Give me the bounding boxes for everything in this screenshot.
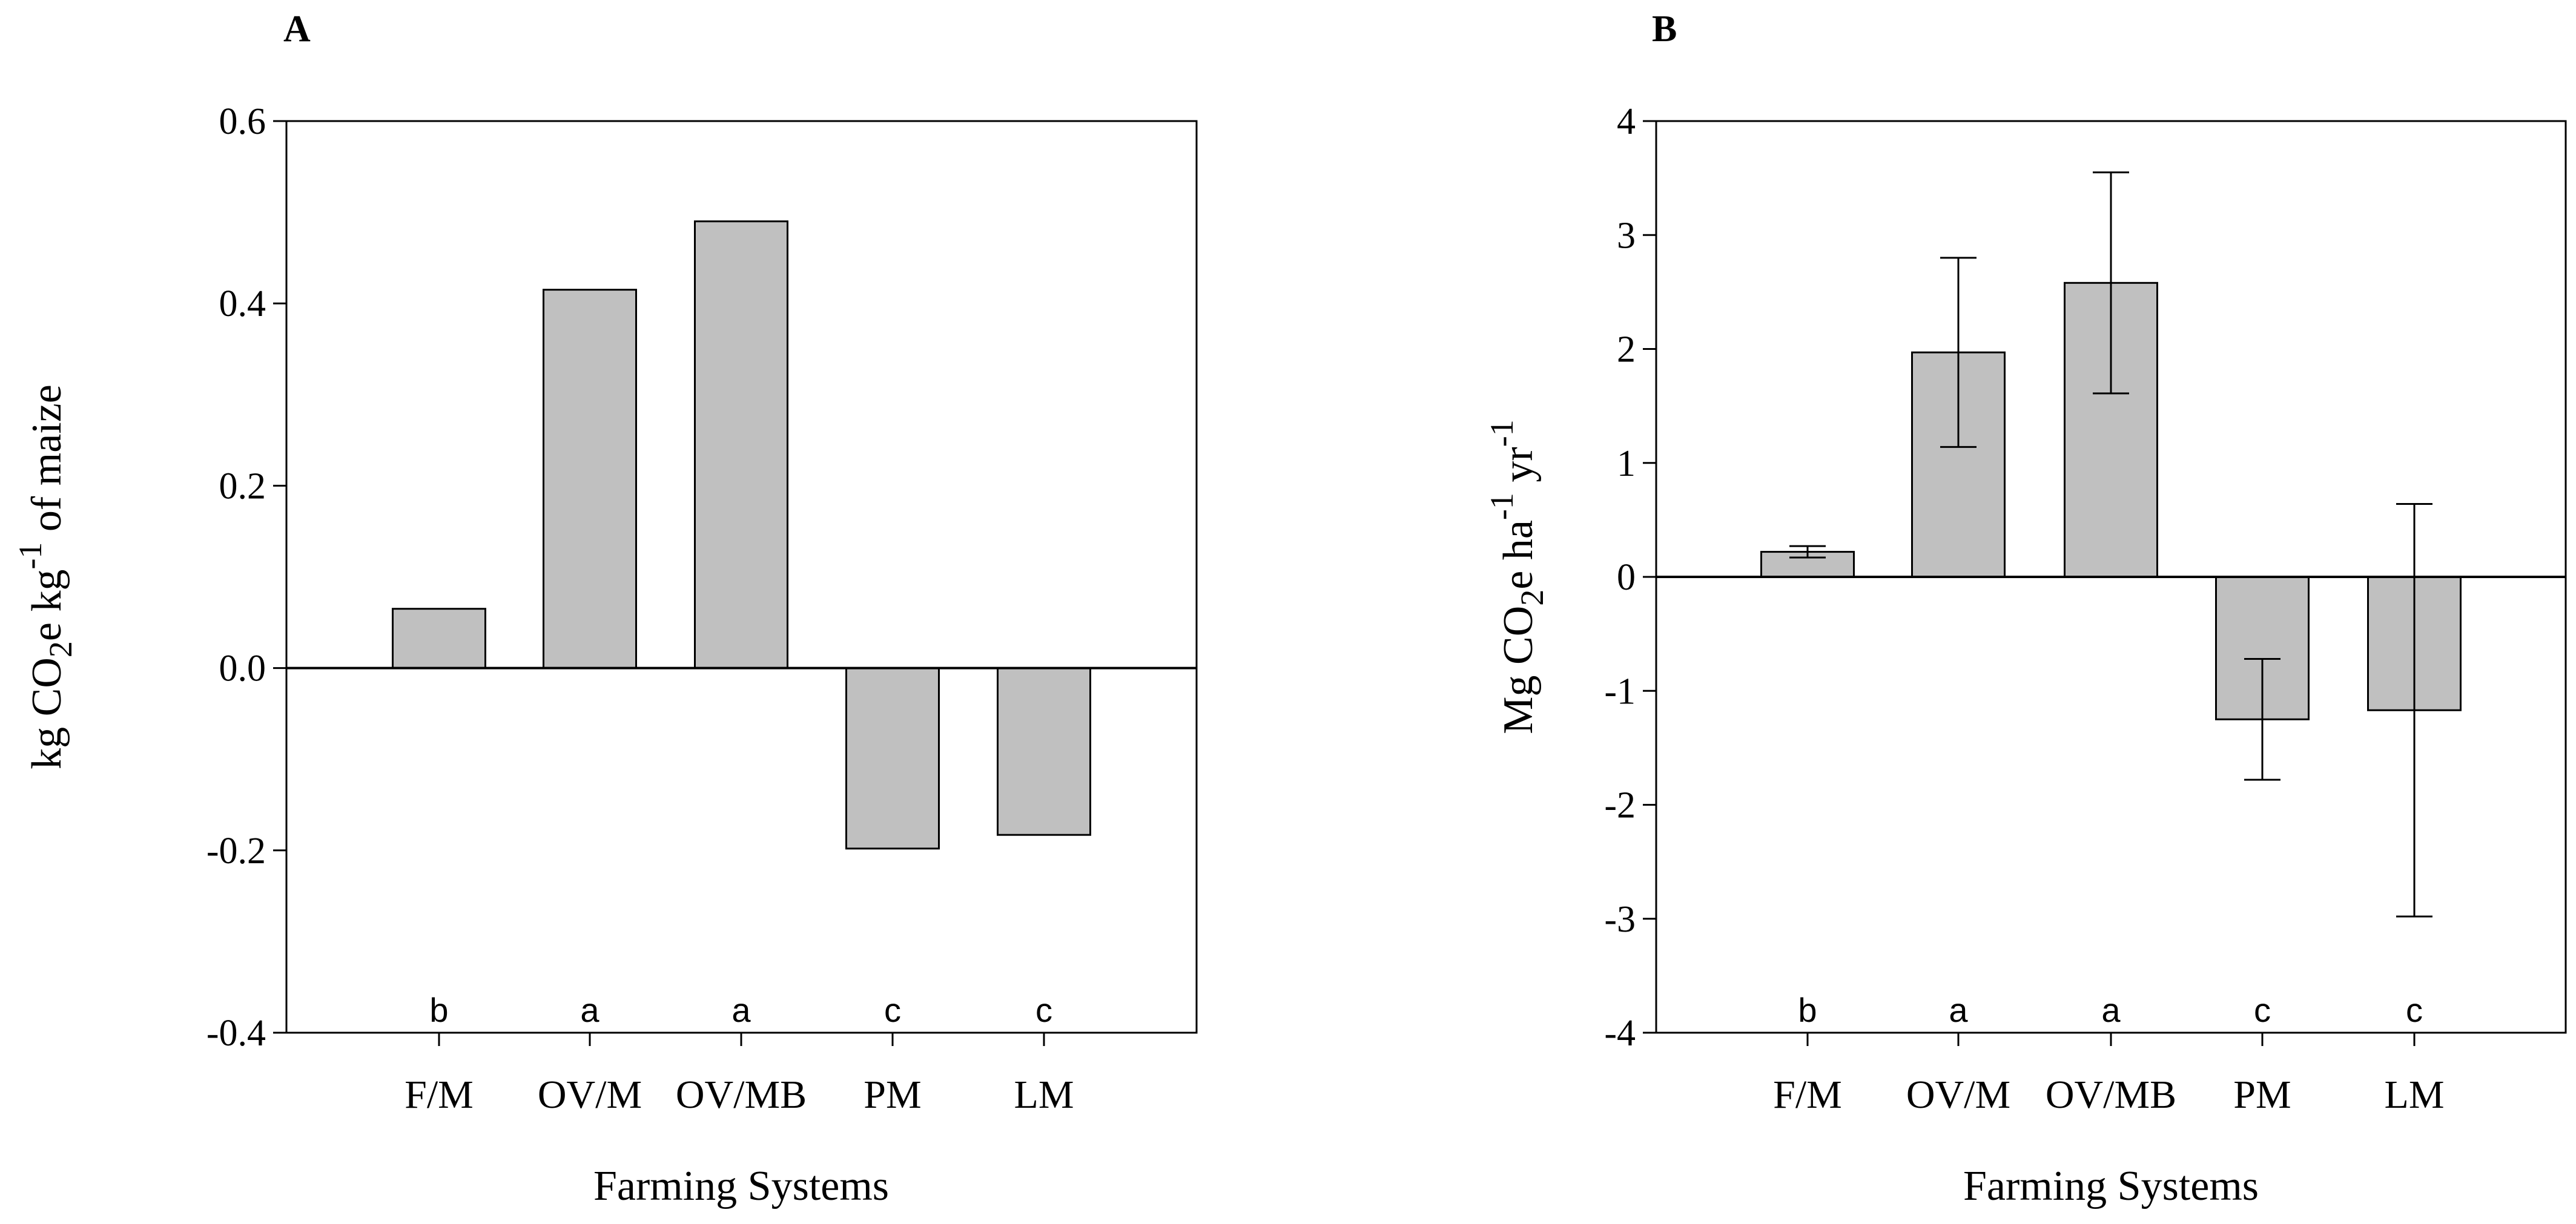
panel-a-letter: A (283, 8, 311, 50)
panel-b-letter: B (1652, 8, 1677, 50)
panel-a-x-tick-label: OV/M (538, 1073, 642, 1117)
panel-b-error-bar (2093, 171, 2129, 395)
panel-a-y-tick-label: 0.0 (219, 648, 266, 689)
panel-b-y-tick-label: 4 (1617, 101, 1636, 142)
panel-b-x-tick-label: F/M (1773, 1073, 1842, 1117)
panel-b-y-tick-label: 1 (1617, 443, 1636, 484)
panel-a: A -0.4 -0.2 0.0 0.2 0.4 0.6 F/M b OV/M a OV/MB a PM… (12, 8, 1198, 1209)
panel-b-x-axis: F/M b OV/M a OV/MB a PM c LM c (1773, 991, 2444, 1117)
panel-a-significance-letter: a (580, 991, 599, 1029)
panel-a-x-axis: F/M b OV/M a OV/MB a PM c LM c (405, 991, 1074, 1117)
panel-a-bar-ov-mb (694, 220, 788, 670)
panel-a-y-axis-label: kg CO2e kg-1 of maize (12, 384, 79, 769)
panel-a-y-tick-label: 0.6 (219, 101, 266, 142)
panel-b-x-tick-label: PM (2233, 1073, 2291, 1117)
panel-b-error-bar (2244, 658, 2280, 781)
panel-b-significance-letter: b (1798, 991, 1817, 1029)
panel-b-y-tick-label: -1 (1604, 671, 1636, 712)
panel-b-x-tick-label: LM (2385, 1073, 2445, 1117)
panel-a-x-tick-label: LM (1014, 1073, 1074, 1117)
panel-a-y-tick-label: 0.4 (219, 283, 266, 324)
panel-b-significance-letter: a (2101, 991, 2121, 1029)
panel-b-y-tick-label: -4 (1604, 1013, 1636, 1054)
panel-b-significance-letter: c (2254, 991, 2271, 1029)
panel-b-error-bars (1789, 171, 2432, 918)
panel-a-x-axis-label: Farming Systems (593, 1163, 889, 1209)
panel-b-y-tick-label: 0 (1617, 557, 1636, 598)
panel-b-error-bar (2396, 503, 2432, 918)
panel-a-bars (392, 220, 1091, 850)
panel-a-significance-letter: a (732, 991, 751, 1029)
panel-a-significance-letter: c (884, 991, 901, 1029)
panel-b-y-tick-label: 3 (1617, 215, 1636, 256)
panel-b-y-tick-label: -3 (1604, 899, 1636, 940)
panel-a-bar-pm (845, 667, 940, 850)
panel-b-y-tick-label: -2 (1604, 785, 1636, 826)
panel-a-bar-lm (997, 667, 1091, 836)
panel-b-x-tick-label: OV/MB (2046, 1073, 2176, 1117)
panel-a-significance-letter: b (429, 991, 448, 1029)
panel-b-y-tick-label: 2 (1617, 329, 1636, 370)
panel-a-x-tick-label: PM (864, 1073, 921, 1117)
panel-a-y-tick-label: -0.2 (206, 831, 266, 872)
panel-b-y-axis-label: Mg CO2e ha-1 yr-1 (1484, 420, 1550, 734)
panel-b-y-axis: -4 -3 -2 -1 0 1 2 3 4 (1604, 101, 1656, 1054)
panel-b-x-tick-label: OV/M (1906, 1073, 2010, 1117)
panel-b-error-bar (1940, 257, 1977, 448)
panel-b: B -4 -3 -2 -1 0 1 2 3 4 F/M b OV/M a OV/MB a PM c LM c Fa… (1484, 8, 2567, 1209)
panel-a-bar-f-m (392, 608, 486, 670)
panel-a-y-axis: -0.4 -0.2 0.0 0.2 0.4 0.6 (206, 101, 286, 1054)
panel-a-bar-ov-m (543, 289, 637, 670)
panel-b-error-bar (1789, 545, 1826, 559)
panel-a-y-tick-label: 0.2 (219, 466, 266, 507)
panel-b-significance-letter: c (2406, 991, 2423, 1029)
panel-a-x-tick-label: F/M (405, 1073, 474, 1117)
panel-b-x-axis-label: Farming Systems (1963, 1163, 2259, 1209)
panel-a-significance-letter: c (1035, 991, 1052, 1029)
panel-a-y-tick-label: -0.4 (206, 1013, 266, 1054)
panel-b-significance-letter: a (1949, 991, 1968, 1029)
panel-a-x-tick-label: OV/MB (676, 1073, 807, 1117)
